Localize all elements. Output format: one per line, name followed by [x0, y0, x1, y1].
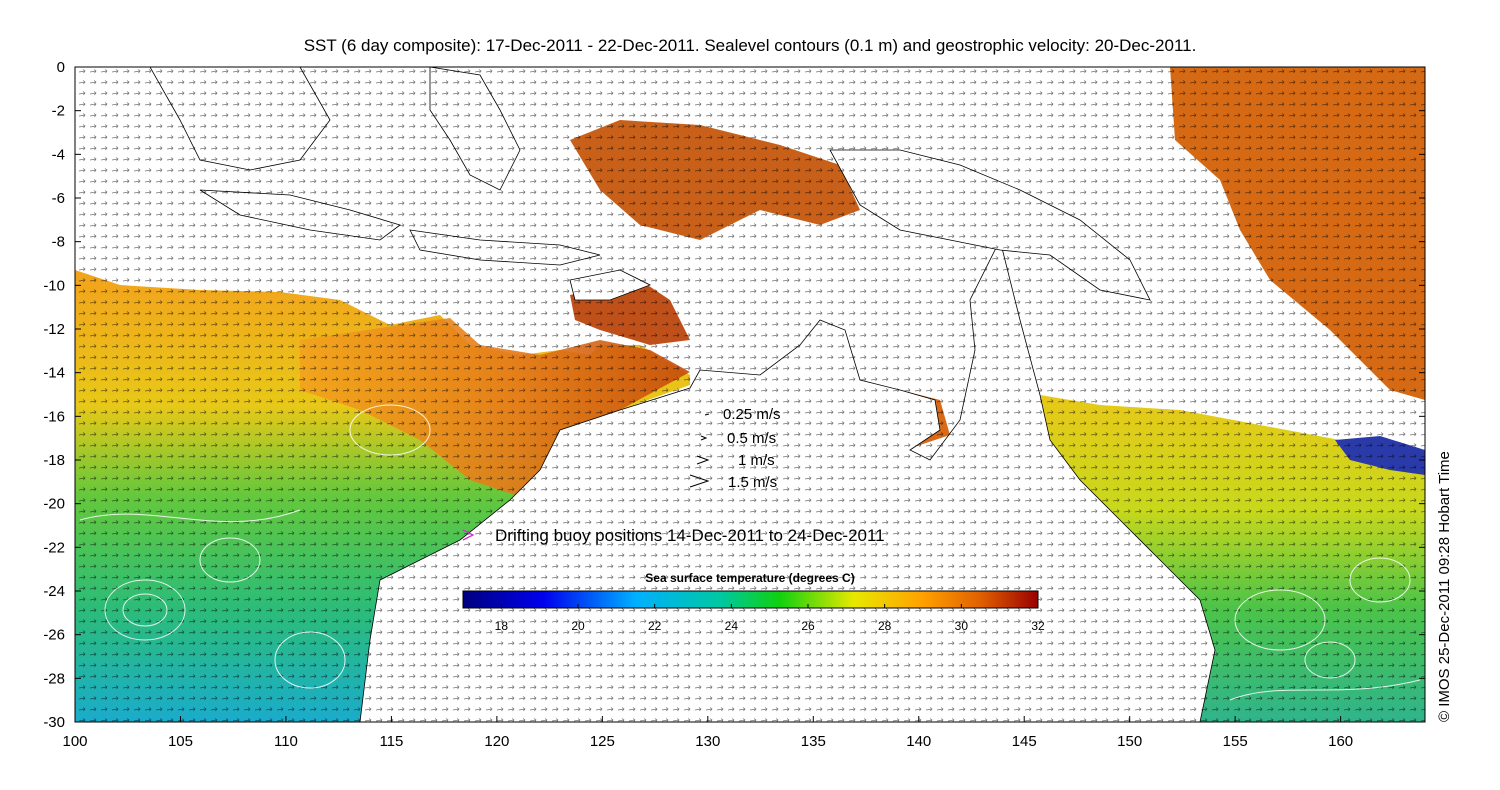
colorbar-tick-label: 30 [955, 619, 969, 633]
arrow-1-5 [689, 474, 710, 488]
y-tick-label: -6 [52, 190, 65, 207]
y-tick-label: -26 [43, 627, 65, 644]
x-tick-label: 150 [1117, 733, 1142, 750]
arrow-0-5 [700, 435, 708, 441]
colorbar-ticks: 18 20 22 24 26 28 30 32 [495, 604, 1045, 633]
x-tick-label: 115 [379, 733, 403, 750]
x-tick-label: 110 [274, 733, 298, 750]
x-tick-label: 120 [484, 733, 509, 750]
sealevel-contours [79, 404, 1421, 701]
y-tick-label: -4 [52, 146, 65, 163]
colorbar-tick-label: 24 [725, 619, 739, 633]
colorbar-tick-label: 18 [495, 619, 509, 633]
arrow-0-25 [704, 413, 710, 416]
legend-0-25: 0.25 m/s [723, 406, 781, 423]
legend-1: 1 m/s [738, 452, 775, 469]
x-tick-label: 130 [695, 733, 720, 750]
x-tick-label: 155 [1223, 733, 1248, 750]
colorbar: Sea surface temperature (degrees C) 18 20… [462, 571, 1045, 633]
y-tick-label: -10 [43, 277, 65, 294]
colorbar-tick-label: 32 [1031, 619, 1045, 633]
y-tick-label: -18 [43, 452, 65, 469]
buoy-legend: Drifting buoy positions 14-Dec-2011 to 2… [462, 526, 885, 545]
y-tick-label: -30 [43, 714, 65, 731]
legend-0-5: 0.5 m/s [727, 430, 776, 447]
colorbar-title: Sea surface temperature (degrees C) [645, 571, 854, 585]
x-tick-label: 105 [168, 733, 193, 750]
arrow-1 [696, 455, 710, 465]
credit-text: © IMOS 25-Dec-2011 09:28 Hobart Time [1436, 451, 1453, 722]
y-tick-label: -8 [52, 234, 65, 251]
x-tick-label: 160 [1328, 733, 1353, 750]
plot-frame [74, 66, 1426, 723]
colorbar-tick-label: 22 [648, 619, 662, 633]
colorbar-tick-label: 26 [801, 619, 815, 633]
y-axis: 0 -2 -4 -6 -8 -10 -12 -14 -16 -18 -20 -22 -24 -26 -28 -… [43, 59, 1425, 731]
colorbar-gradient [462, 590, 1039, 609]
x-tick-label: 135 [801, 733, 826, 750]
x-tick-label: 125 [590, 733, 615, 750]
x-tick-label: 145 [1012, 733, 1037, 750]
y-tick-label: -20 [43, 496, 65, 513]
buoy-legend-text: Drifting buoy positions 14-Dec-2011 to 2… [495, 526, 885, 545]
buoy-marker-icon [462, 529, 475, 541]
colorbar-tick-label: 28 [878, 619, 892, 633]
colorbar-tick-label: 20 [571, 619, 585, 633]
y-tick-label: -22 [43, 539, 65, 556]
y-tick-label: -12 [43, 321, 65, 338]
x-tick-label: 140 [906, 733, 931, 750]
map-title: SST (6 day composite): 17-Dec-2011 - 22-… [303, 36, 1197, 55]
y-tick-label: -2 [52, 103, 65, 120]
velocity-legend: 0.25 m/s 0.5 m/s 1 m/s 1.5 m/s [689, 406, 781, 491]
y-tick-label: 0 [57, 59, 65, 76]
x-tick-label: 100 [62, 733, 87, 750]
geostrophic-velocity-field [75, 67, 1425, 722]
y-tick-label: -28 [43, 670, 65, 687]
y-tick-label: -24 [43, 583, 65, 600]
legend-1-5: 1.5 m/s [728, 474, 777, 491]
y-tick-label: -14 [43, 365, 65, 382]
x-axis: 100 105 110 115 120 125 130 135 140 145 150 155 160 [62, 716, 1353, 750]
y-tick-label: -16 [43, 408, 65, 425]
